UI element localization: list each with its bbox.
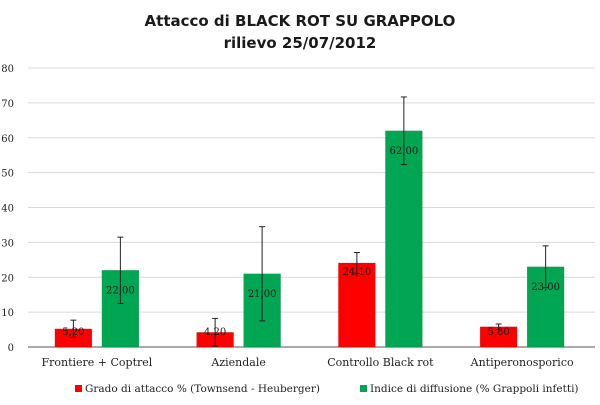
chart-title-line-2: rilievo 25/07/2012 (224, 34, 377, 52)
data-label: 5,20 (62, 327, 84, 338)
data-label: 4,20 (204, 327, 226, 338)
x-category-label: Controllo Black rot (327, 356, 434, 369)
data-label: 24,10 (343, 267, 372, 278)
y-tick-label: 20 (1, 273, 14, 284)
y-tick-label: 0 (8, 343, 14, 354)
bar (385, 130, 423, 348)
x-axis-categories: Frontiere + Coptrel Aziendale Controllo Bl… (41, 356, 574, 369)
error-bars (70, 96, 549, 347)
y-tick-label: 40 (1, 204, 14, 215)
y-tick-label: 30 (1, 238, 14, 249)
chart-title-line-1: Attacco di BLACK ROT SU GRAPPOLO (145, 12, 456, 30)
chart-title: Attacco di BLACK ROT SU GRAPPOLO rilievo… (145, 12, 456, 52)
x-category-label: Frontiere + Coptrel (41, 356, 152, 369)
y-tick-label: 10 (1, 308, 14, 319)
data-label: 22,00 (106, 285, 135, 296)
legend-swatch (75, 385, 82, 392)
y-axis-ticks: 0 10 20 30 40 50 60 70 80 (1, 64, 14, 354)
y-tick-label: 60 (1, 134, 14, 145)
y-tick-label: 70 (1, 99, 14, 110)
data-label: 5,80 (487, 327, 509, 338)
legend-swatch (360, 385, 367, 392)
x-category-label: Aziendale (210, 356, 265, 369)
legend: Grado di attacco % (Townsend - Heuberger… (75, 383, 579, 395)
legend-label: Grado di attacco % (Townsend - Heuberger… (85, 383, 320, 395)
y-tick-label: 80 (1, 64, 14, 75)
data-label: 23,00 (531, 282, 560, 293)
data-label: 21,00 (248, 289, 277, 300)
bars (54, 130, 565, 348)
y-tick-label: 50 (1, 169, 14, 180)
legend-label: Indice di diffusione (% Grappoli infetti… (370, 383, 579, 395)
data-labels: 5,20 22,00 4,20 21,00 24,10 62,00 5,80 23,00 (62, 146, 560, 338)
x-category-label: Antiperonosporico (470, 356, 574, 369)
data-label: 62,00 (390, 146, 419, 157)
bar (338, 262, 376, 348)
